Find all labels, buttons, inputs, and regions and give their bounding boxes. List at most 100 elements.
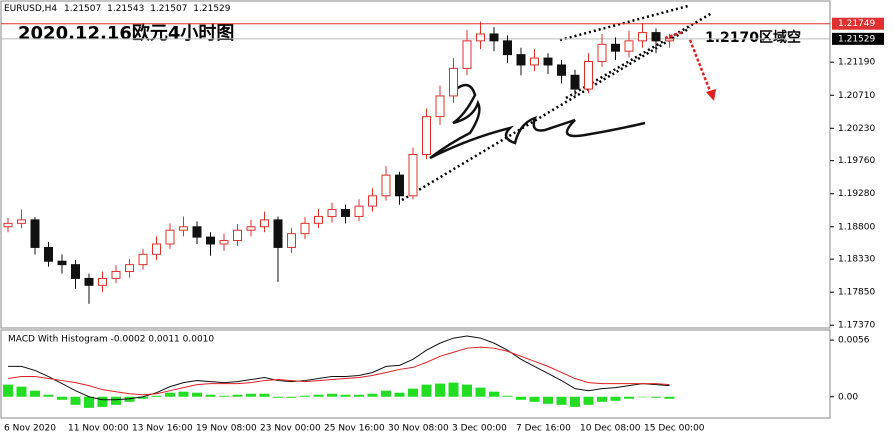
bid-box [832,32,884,45]
x-tick-label: 6 Nov 2020 [4,424,56,434]
candle-body [138,253,148,266]
candle-body [327,209,337,217]
header-low: 1.21507 [150,4,187,14]
candle-body [314,215,323,224]
histogram-bar [489,391,499,397]
histogram-bar [340,394,351,397]
candle-body [44,246,53,262]
histogram-bar [57,396,67,400]
candle-body [125,264,134,273]
signature [429,83,646,160]
x-tick-label: 19 Nov 08:00 [196,424,257,434]
histogram-bar [435,383,445,397]
histogram-bar [30,390,40,397]
x-tick-label: 7 Dec 16:00 [516,424,571,434]
candle-body [557,64,566,76]
y-tick-label: 1.19760 [838,156,875,166]
y-tick-label: 1.21190 [838,58,875,68]
histogram-bar [637,396,648,398]
histogram-bar [259,393,270,397]
candle-body [111,271,121,279]
bid-label: 1.21529 [838,34,875,44]
y-tick-label: 1.19280 [838,189,875,199]
histogram-bar [286,396,297,398]
candle-body [503,40,512,56]
histogram-bar [43,394,54,397]
x-tick-label: 23 Nov 00:00 [260,424,321,434]
y-tick-label: 1.17370 [838,321,875,331]
macd-line [8,335,670,401]
candle-body [543,57,553,66]
price-line-label: 1.21749 [838,19,875,29]
histogram-bar [219,395,229,397]
histogram-bar [192,392,202,397]
trend-lines [401,4,713,202]
candle-body [489,33,499,42]
candle-body [57,260,67,266]
candle-body [354,205,364,217]
header-close: 1.21529 [193,4,230,14]
histogram-bar [529,396,540,402]
price-frame [0,0,831,329]
macd-title: MACD With Histogram -0.0002 0.0011 0.001… [8,335,214,345]
histogram-bar [16,386,27,397]
arrow-shaft [688,39,714,97]
histogram-bar [367,393,378,397]
upper-trend-line [559,4,689,42]
histogram-bar [597,396,607,402]
candle-body [422,116,431,155]
y-tick-label: 1.20230 [838,124,875,134]
candle-body [246,226,256,231]
histogram-bar [583,396,594,405]
histogram-bar [84,396,94,408]
x-tick-label: 13 Nov 16:00 [132,424,193,434]
candle-body [462,40,472,69]
histogram-bar [651,396,661,398]
symbol: EURUSD,H4 [4,4,57,14]
candle-body [665,38,674,42]
histogram-bar [70,396,81,405]
histogram-bar [421,384,432,397]
candle-body [273,219,283,248]
histogram-bar [205,394,216,397]
annotation-title: 2020.12.16欧元4小时图 [18,22,234,44]
histogram-bar [3,384,13,397]
histogram-bar [354,394,364,397]
histogram-bar [124,396,135,402]
histogram-bar [273,396,283,398]
y-tick-label: 0.00 [838,392,858,402]
candle-body [287,233,296,248]
candle-body [597,43,607,63]
x-tick-label: 3 Dec 00:00 [452,424,507,434]
price-line-box [832,17,884,30]
x-tick-label: 15 Dec 00:00 [644,424,705,434]
y-tick-label: 1.20710 [838,91,875,101]
macd-frame [0,329,831,419]
candle-body [381,174,391,197]
histogram-bar [664,396,675,399]
histogram-bar [300,395,310,397]
x-tick-label: 10 Dec 08:00 [580,424,641,434]
candle-body [435,95,445,118]
histogram-bar [232,394,243,397]
histogram-bar [97,396,108,407]
histogram-bar [570,396,580,407]
candle-body [638,32,647,42]
candle-body [17,219,26,224]
y-tick-label: 1.18800 [838,222,875,232]
histogram-bar [543,396,553,404]
candle-body [530,57,539,66]
inner-trend-line [565,11,713,100]
arrow-head [706,89,716,101]
candle-body [624,40,634,52]
candle-body [651,32,661,42]
histogram-bar [502,395,513,397]
arrow-lead [664,30,684,40]
histogram-bar [246,393,256,397]
candle-body [3,222,13,228]
candle-body [584,61,593,90]
histogram-bar [462,384,472,397]
candle-body [611,43,620,52]
histogram-bar [138,396,148,399]
x-tick-label: 30 Nov 08:00 [388,424,449,434]
